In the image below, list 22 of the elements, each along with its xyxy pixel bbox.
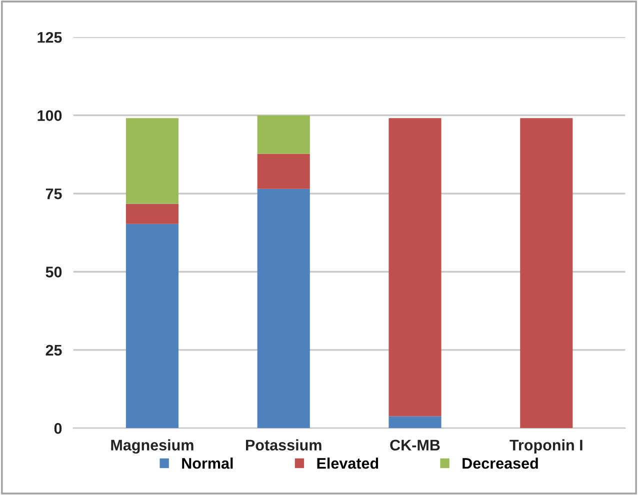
y-tick-label: 75 [46, 188, 62, 200]
bar [126, 204, 178, 224]
bar [126, 224, 178, 428]
x-tick-label: CK-MB [390, 440, 440, 451]
bar [257, 188, 310, 428]
legend-label: Normal [182, 458, 233, 469]
y-tick-label: 50 [46, 266, 62, 278]
y-tick-label: 0 [54, 423, 62, 434]
bar [257, 115, 310, 154]
x-tick-label: Potassium [246, 439, 322, 451]
legend-label: Elevated [317, 458, 378, 469]
y-tick-label: 25 [46, 344, 62, 356]
y-tick-label: 125 [38, 32, 62, 43]
bar [388, 118, 442, 416]
bar [126, 118, 178, 204]
bar [520, 118, 573, 428]
y-tick-label: 100 [38, 110, 62, 122]
bar [388, 416, 442, 428]
x-tick-label: Magnesium [111, 439, 194, 454]
x-tick-label: Troponin I [510, 439, 582, 454]
legend-label: Decreased [462, 458, 538, 469]
bar [257, 154, 310, 189]
